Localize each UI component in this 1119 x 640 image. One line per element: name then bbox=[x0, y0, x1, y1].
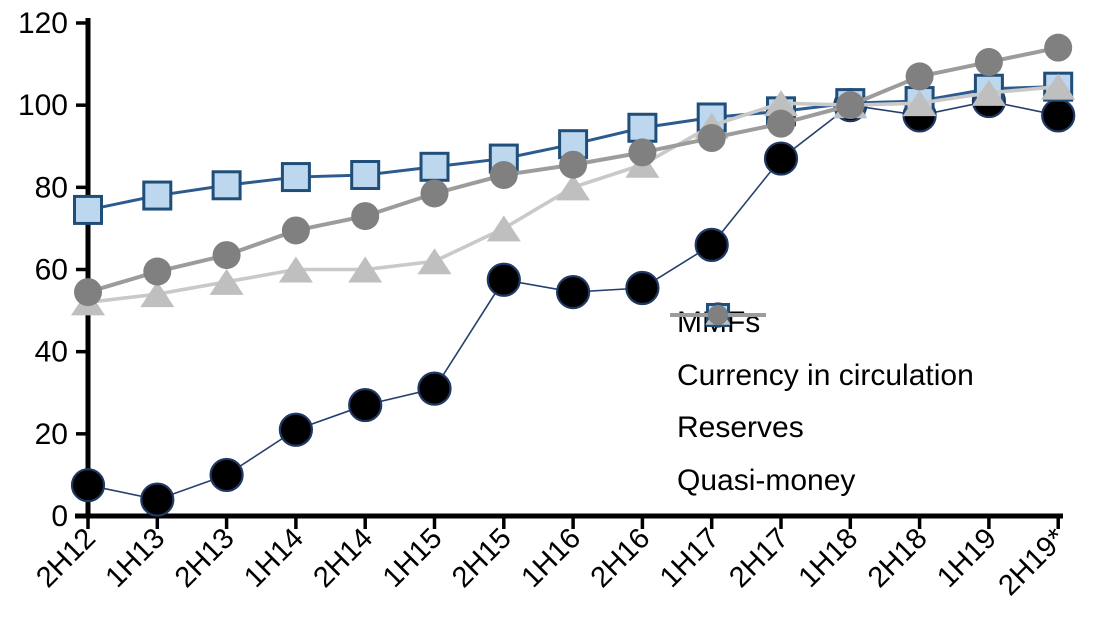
data-point bbox=[628, 138, 657, 167]
data-point bbox=[697, 124, 726, 153]
x-tick-label: 2H13 bbox=[169, 522, 241, 594]
data-point bbox=[348, 256, 383, 283]
data-point bbox=[627, 112, 658, 143]
legend-label-reserves: Reserves bbox=[677, 411, 804, 445]
legend-label-quasi-money: Quasi-money bbox=[677, 463, 856, 497]
data-point bbox=[209, 268, 244, 295]
data-point bbox=[278, 412, 313, 447]
x-tick-label: 1H17 bbox=[654, 522, 726, 594]
y-tick-label: 20 bbox=[35, 418, 68, 451]
data-point bbox=[1044, 33, 1073, 62]
legend-item-currency-in-circulation: Currency in circulation bbox=[668, 302, 974, 403]
data-point bbox=[1041, 73, 1076, 100]
data-point bbox=[209, 457, 244, 493]
data-point bbox=[281, 216, 310, 245]
legend-item-reserves: Reserves bbox=[668, 305, 974, 455]
data-point bbox=[419, 151, 450, 182]
x-tick-label: 2H19* bbox=[993, 522, 1073, 602]
data-point bbox=[489, 161, 518, 190]
series-quasi-money bbox=[74, 33, 1073, 307]
data-point bbox=[74, 278, 102, 307]
data-point bbox=[836, 91, 865, 120]
data-point bbox=[625, 270, 660, 306]
data-point bbox=[1041, 98, 1076, 133]
x-tick-label: 2H15 bbox=[446, 522, 518, 594]
data-point bbox=[212, 241, 241, 270]
x-tick-label: 2H16 bbox=[585, 522, 657, 594]
data-point bbox=[555, 274, 591, 310]
data-point bbox=[351, 202, 380, 231]
data-point bbox=[486, 215, 521, 242]
data-point bbox=[420, 179, 449, 208]
legend-item-quasi-money: Quasi-money bbox=[668, 304, 974, 508]
data-point bbox=[280, 162, 311, 193]
data-point bbox=[143, 257, 172, 286]
x-tick-label: 1H16 bbox=[515, 522, 587, 594]
data-point bbox=[417, 248, 452, 275]
y-tick-label: 100 bbox=[18, 89, 68, 122]
data-point bbox=[278, 256, 313, 283]
y-tick-label: 0 bbox=[51, 500, 68, 533]
data-point bbox=[974, 48, 1003, 77]
y-tick-label: 80 bbox=[35, 171, 68, 204]
data-point bbox=[763, 141, 799, 176]
data-point bbox=[902, 90, 937, 117]
data-point bbox=[70, 468, 106, 503]
data-point bbox=[767, 109, 795, 138]
data-point bbox=[142, 180, 173, 211]
x-tick-label: 2H14 bbox=[307, 522, 379, 594]
legend: MMFs Currency in circulation Reserves Qu… bbox=[668, 297, 974, 507]
x-tick-label: 1H13 bbox=[100, 522, 172, 594]
legend-label-currency-in-circulation: Currency in circulation bbox=[677, 358, 974, 392]
y-tick-label: 40 bbox=[35, 336, 68, 369]
data-point bbox=[140, 281, 175, 308]
x-tick-label: 1H14 bbox=[238, 522, 310, 594]
data-point bbox=[140, 482, 175, 517]
data-point bbox=[211, 170, 242, 201]
data-point bbox=[764, 90, 798, 117]
data-point bbox=[348, 387, 383, 423]
y-tick-label: 60 bbox=[35, 254, 68, 287]
data-point bbox=[694, 227, 729, 262]
x-tick-label: 1H19 bbox=[931, 522, 1003, 594]
data-point bbox=[417, 371, 452, 406]
x-tick-label: 1H15 bbox=[377, 522, 449, 594]
x-tick-label: 2H12 bbox=[30, 522, 102, 594]
data-point bbox=[905, 62, 934, 91]
x-tick-label: 1H18 bbox=[793, 522, 865, 594]
data-point bbox=[559, 150, 588, 179]
data-point bbox=[971, 79, 1006, 106]
data-point bbox=[350, 160, 381, 191]
quasi-money-legend-marker-icon bbox=[670, 304, 766, 326]
data-point bbox=[73, 194, 103, 225]
x-tick-label: 2H17 bbox=[723, 522, 795, 594]
data-point bbox=[556, 174, 591, 201]
y-tick-label: 120 bbox=[18, 7, 68, 40]
data-point bbox=[486, 262, 521, 297]
x-tick-label: 2H18 bbox=[862, 522, 934, 594]
